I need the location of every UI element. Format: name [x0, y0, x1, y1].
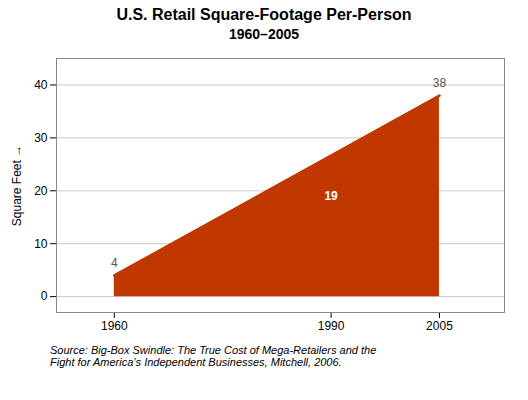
svg-text:20: 20 [34, 184, 48, 198]
svg-text:10: 10 [34, 237, 48, 251]
svg-text:38: 38 [433, 76, 447, 90]
html-text:U.S. Retail Square-Footage Per: U.S. Retail Square-Footage Per-Person [116, 6, 412, 23]
svg-text:2005: 2005 [426, 319, 453, 333]
svg-text:40: 40 [34, 78, 48, 92]
svg-text:1960: 1960 [101, 319, 128, 333]
svg-text:1990: 1990 [318, 319, 345, 333]
html-text:1960–2005: 1960–2005 [229, 26, 299, 42]
svg-text:0: 0 [41, 289, 48, 303]
html-text:Source: Big-Box Swindle: The T: Source: Big-Box Swindle: The True Cost o… [50, 344, 377, 368]
svg-text:Square Feet →: Square Feet → [10, 145, 24, 226]
svg-text:4: 4 [111, 256, 118, 270]
svg-text:30: 30 [34, 131, 48, 145]
svg-text:19: 19 [324, 189, 338, 203]
